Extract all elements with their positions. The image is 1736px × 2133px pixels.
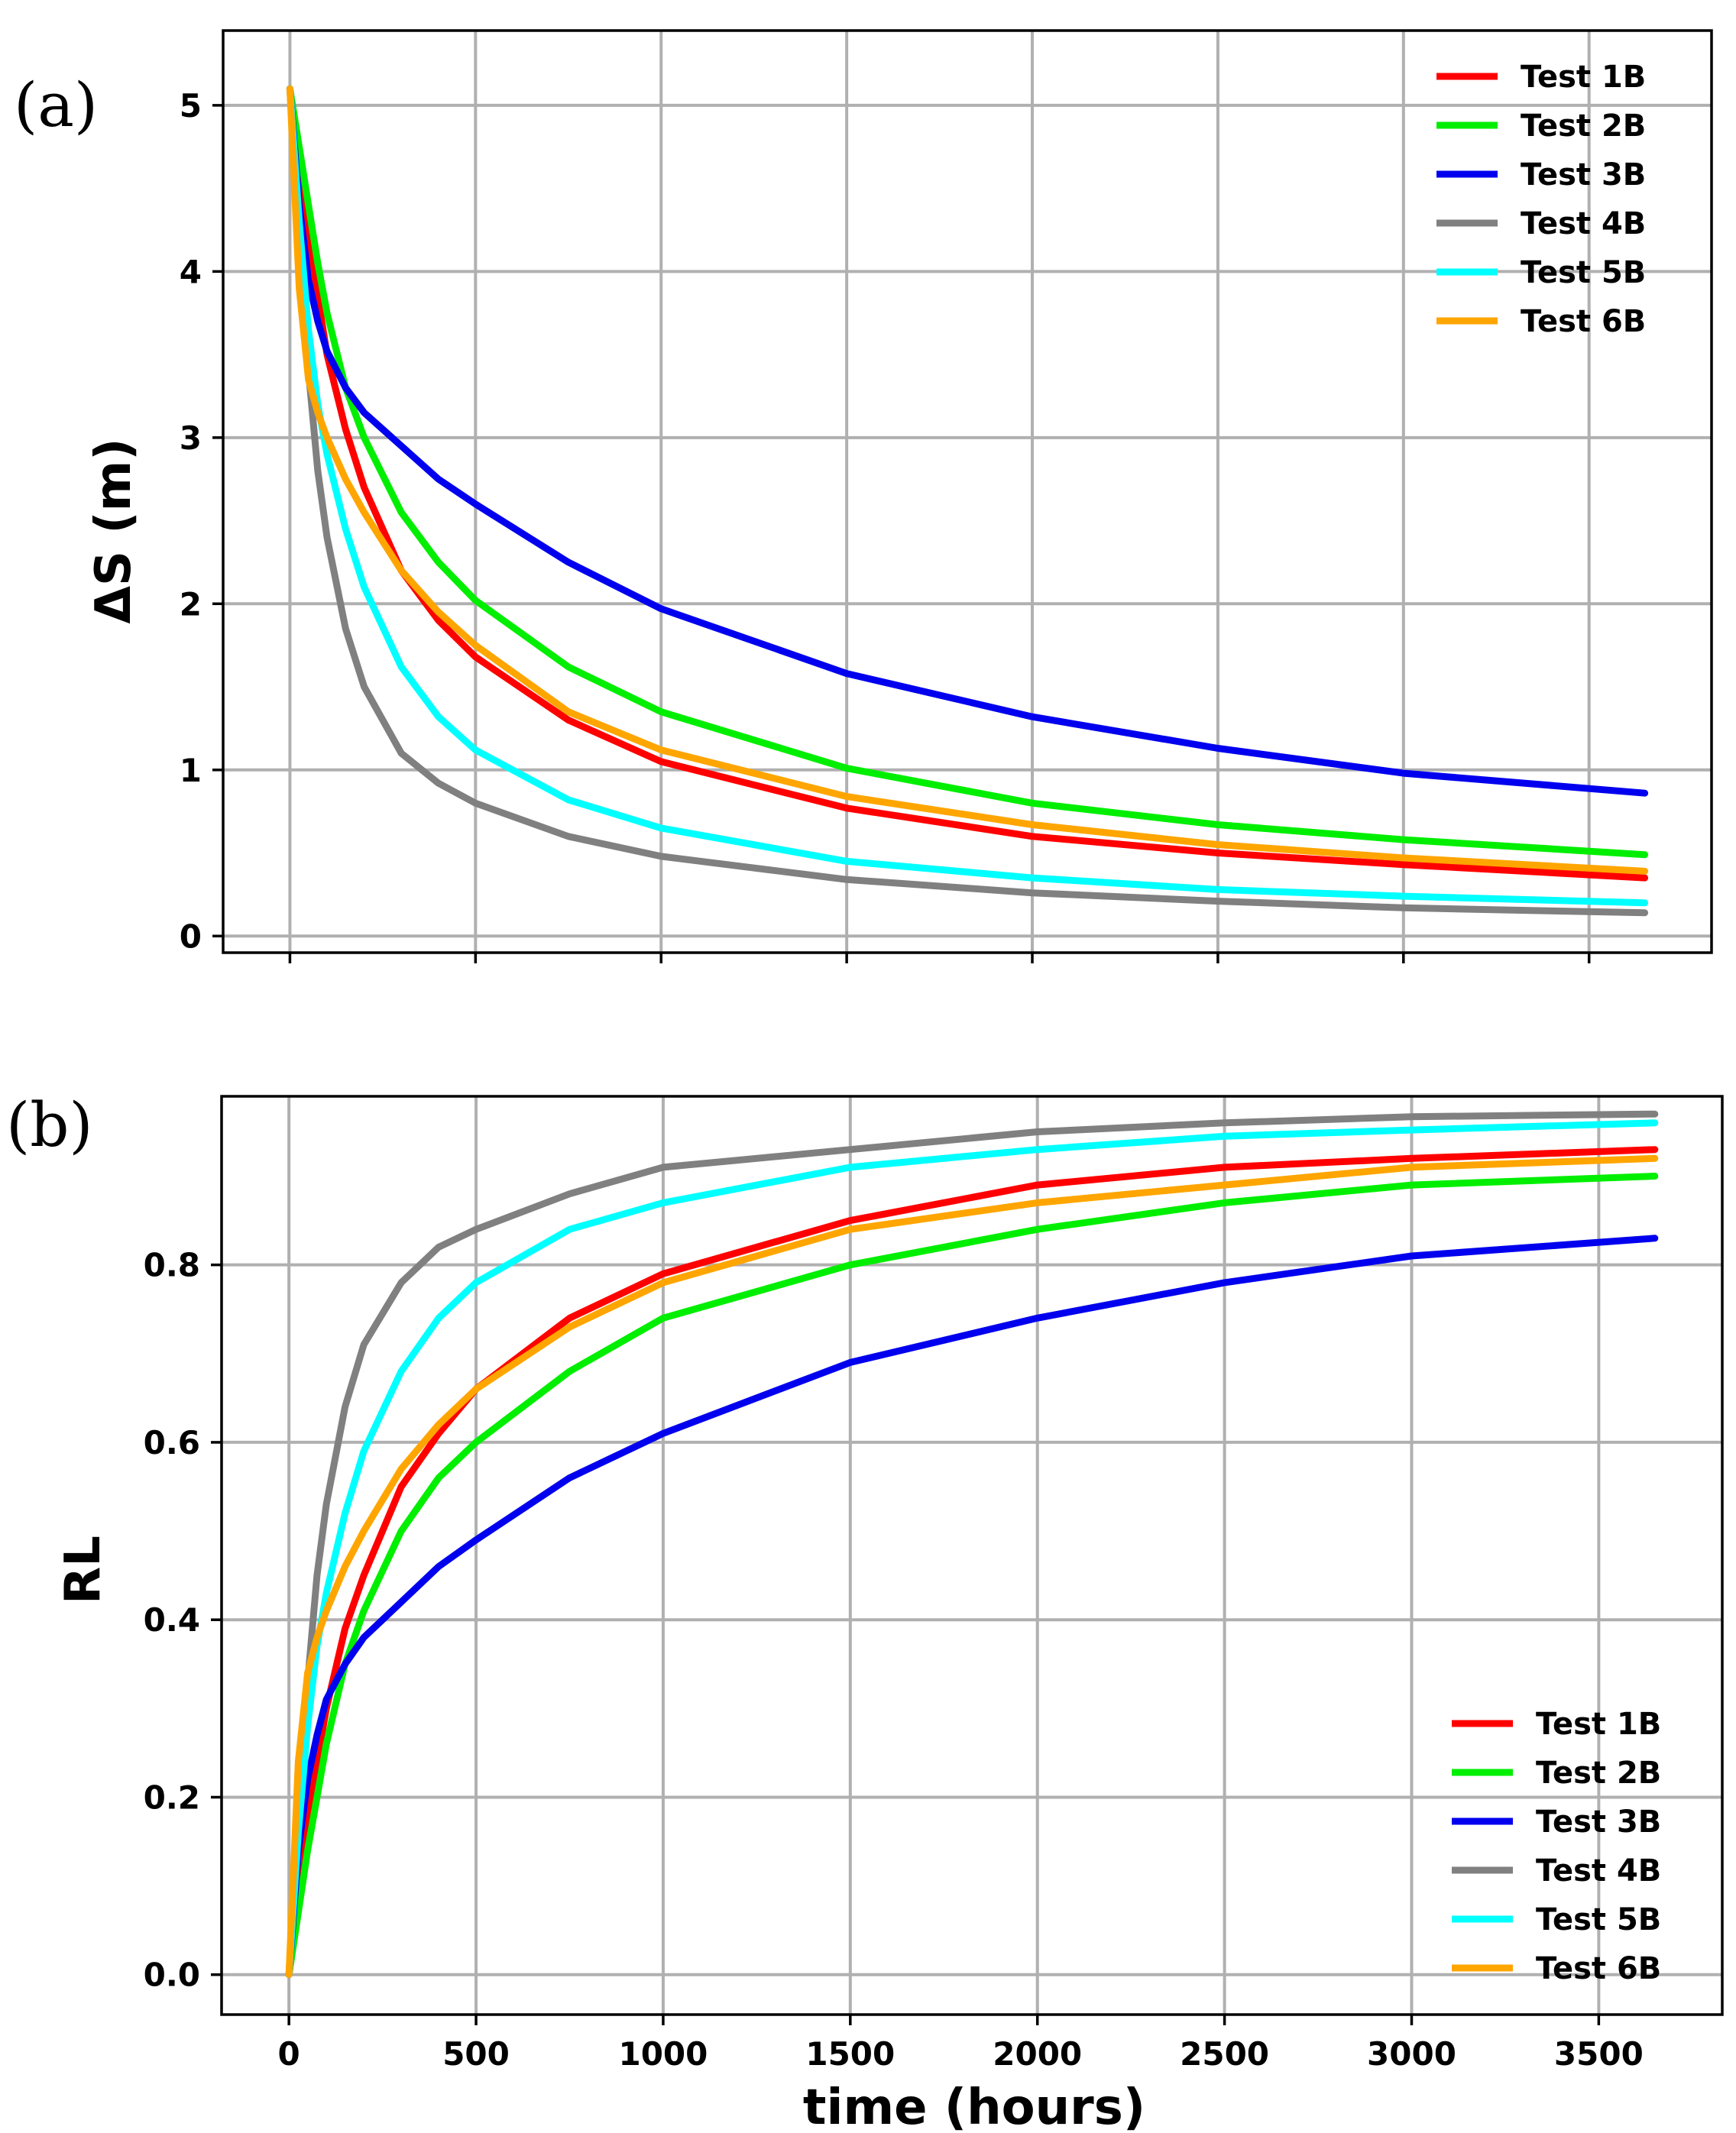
panel-b-y-axis-label: RL bbox=[55, 1536, 112, 1604]
legend-label-test-4b: Test 4B bbox=[1536, 1853, 1661, 1889]
panel-a-ticks: 0 1 2 3 4 5 bbox=[180, 87, 1591, 963]
panel-b-x-axis-label: time (hours) bbox=[803, 2080, 1145, 2133]
panel-b-grid bbox=[222, 1096, 1722, 2015]
series-line-test-3b bbox=[286, 85, 1649, 797]
y-tick-label: 0.0 bbox=[144, 1957, 200, 1994]
legend-label-test-1b: Test 1B bbox=[1521, 60, 1646, 95]
series-line-test-5b bbox=[286, 85, 1649, 907]
y-tick-label: 5 bbox=[180, 87, 202, 125]
series-line-test-3b bbox=[285, 1235, 1659, 1979]
y-tick-label: 0.6 bbox=[144, 1424, 200, 1461]
legend-label-test-6b: Test 6B bbox=[1536, 1951, 1661, 1986]
y-tick-label: 0 bbox=[180, 918, 202, 955]
series-line-test-4b bbox=[285, 1110, 1659, 1979]
legend-label-test-2b: Test 2B bbox=[1536, 1756, 1661, 1791]
series-line-test-4b bbox=[286, 85, 1649, 917]
x-tick-label: 500 bbox=[442, 2035, 510, 2073]
panel-b-chart: (b) 0 500 1000 1500 2000 2500 3000 3500 0.0 0.2 0.… bbox=[6, 1089, 1724, 2133]
legend-label-test-4b: Test 4B bbox=[1521, 206, 1646, 241]
panel-b-plot-frame bbox=[220, 1095, 1724, 2016]
x-tick-label: 1500 bbox=[805, 2035, 895, 2073]
x-tick-label: 2000 bbox=[993, 2035, 1082, 2073]
y-tick-label: 4 bbox=[180, 253, 202, 290]
y-tick-label: 0.8 bbox=[144, 1247, 200, 1284]
panel-b-series bbox=[285, 1110, 1659, 1979]
x-tick-label: 2500 bbox=[1180, 2035, 1269, 2073]
y-tick-label: 3 bbox=[180, 419, 202, 457]
x-tick-label: 3000 bbox=[1367, 2035, 1456, 2073]
legend-label-test-5b: Test 5B bbox=[1536, 1902, 1661, 1937]
y-tick-label: 1 bbox=[180, 752, 202, 789]
legend-label-test-6b: Test 6B bbox=[1521, 304, 1646, 339]
legend-label-test-3b: Test 3B bbox=[1521, 157, 1646, 193]
x-tick-label: 3500 bbox=[1554, 2035, 1644, 2073]
series-line-test-1b bbox=[286, 85, 1649, 882]
panel-b-label: (b) bbox=[6, 1089, 93, 1160]
panel-a-plot-frame bbox=[222, 29, 1713, 954]
panel-a-label: (a) bbox=[14, 70, 98, 141]
panel-a-y-axis-label: ΔS (m) bbox=[86, 438, 142, 623]
series-line-test-2b bbox=[286, 85, 1649, 859]
series-line-test-1b bbox=[285, 1146, 1659, 1979]
y-tick-label: 0.2 bbox=[144, 1779, 200, 1816]
legend-label-test-1b: Test 1B bbox=[1536, 1707, 1661, 1742]
series-line-test-2b bbox=[285, 1173, 1659, 1979]
y-tick-label: 0.4 bbox=[144, 1601, 200, 1639]
panel-b-ticks: 0 500 1000 1500 2000 2500 3000 3500 0.0 0.2 0.4 0.6… bbox=[144, 1247, 1644, 2073]
legend-label-test-2b: Test 2B bbox=[1521, 108, 1646, 144]
y-tick-label: 2 bbox=[180, 585, 202, 623]
series-line-test-5b bbox=[285, 1119, 1659, 1979]
panel-a-legend[interactable]: Test 1B Test 2B Test 3B Test 4B Test 5B Test … bbox=[1436, 60, 1646, 339]
legend-label-test-3b: Test 3B bbox=[1536, 1804, 1661, 1840]
series-line-test-6b bbox=[286, 85, 1649, 875]
legend-label-test-5b: Test 5B bbox=[1521, 255, 1646, 290]
panel-a-series bbox=[286, 85, 1649, 917]
series-line-test-6b bbox=[285, 1154, 1659, 1979]
x-tick-label: 0 bbox=[278, 2035, 300, 2073]
x-tick-label: 1000 bbox=[618, 2035, 708, 2073]
panel-b-legend[interactable]: Test 1B Test 2B Test 3B Test 4B Test 5B Test … bbox=[1452, 1707, 1661, 1986]
